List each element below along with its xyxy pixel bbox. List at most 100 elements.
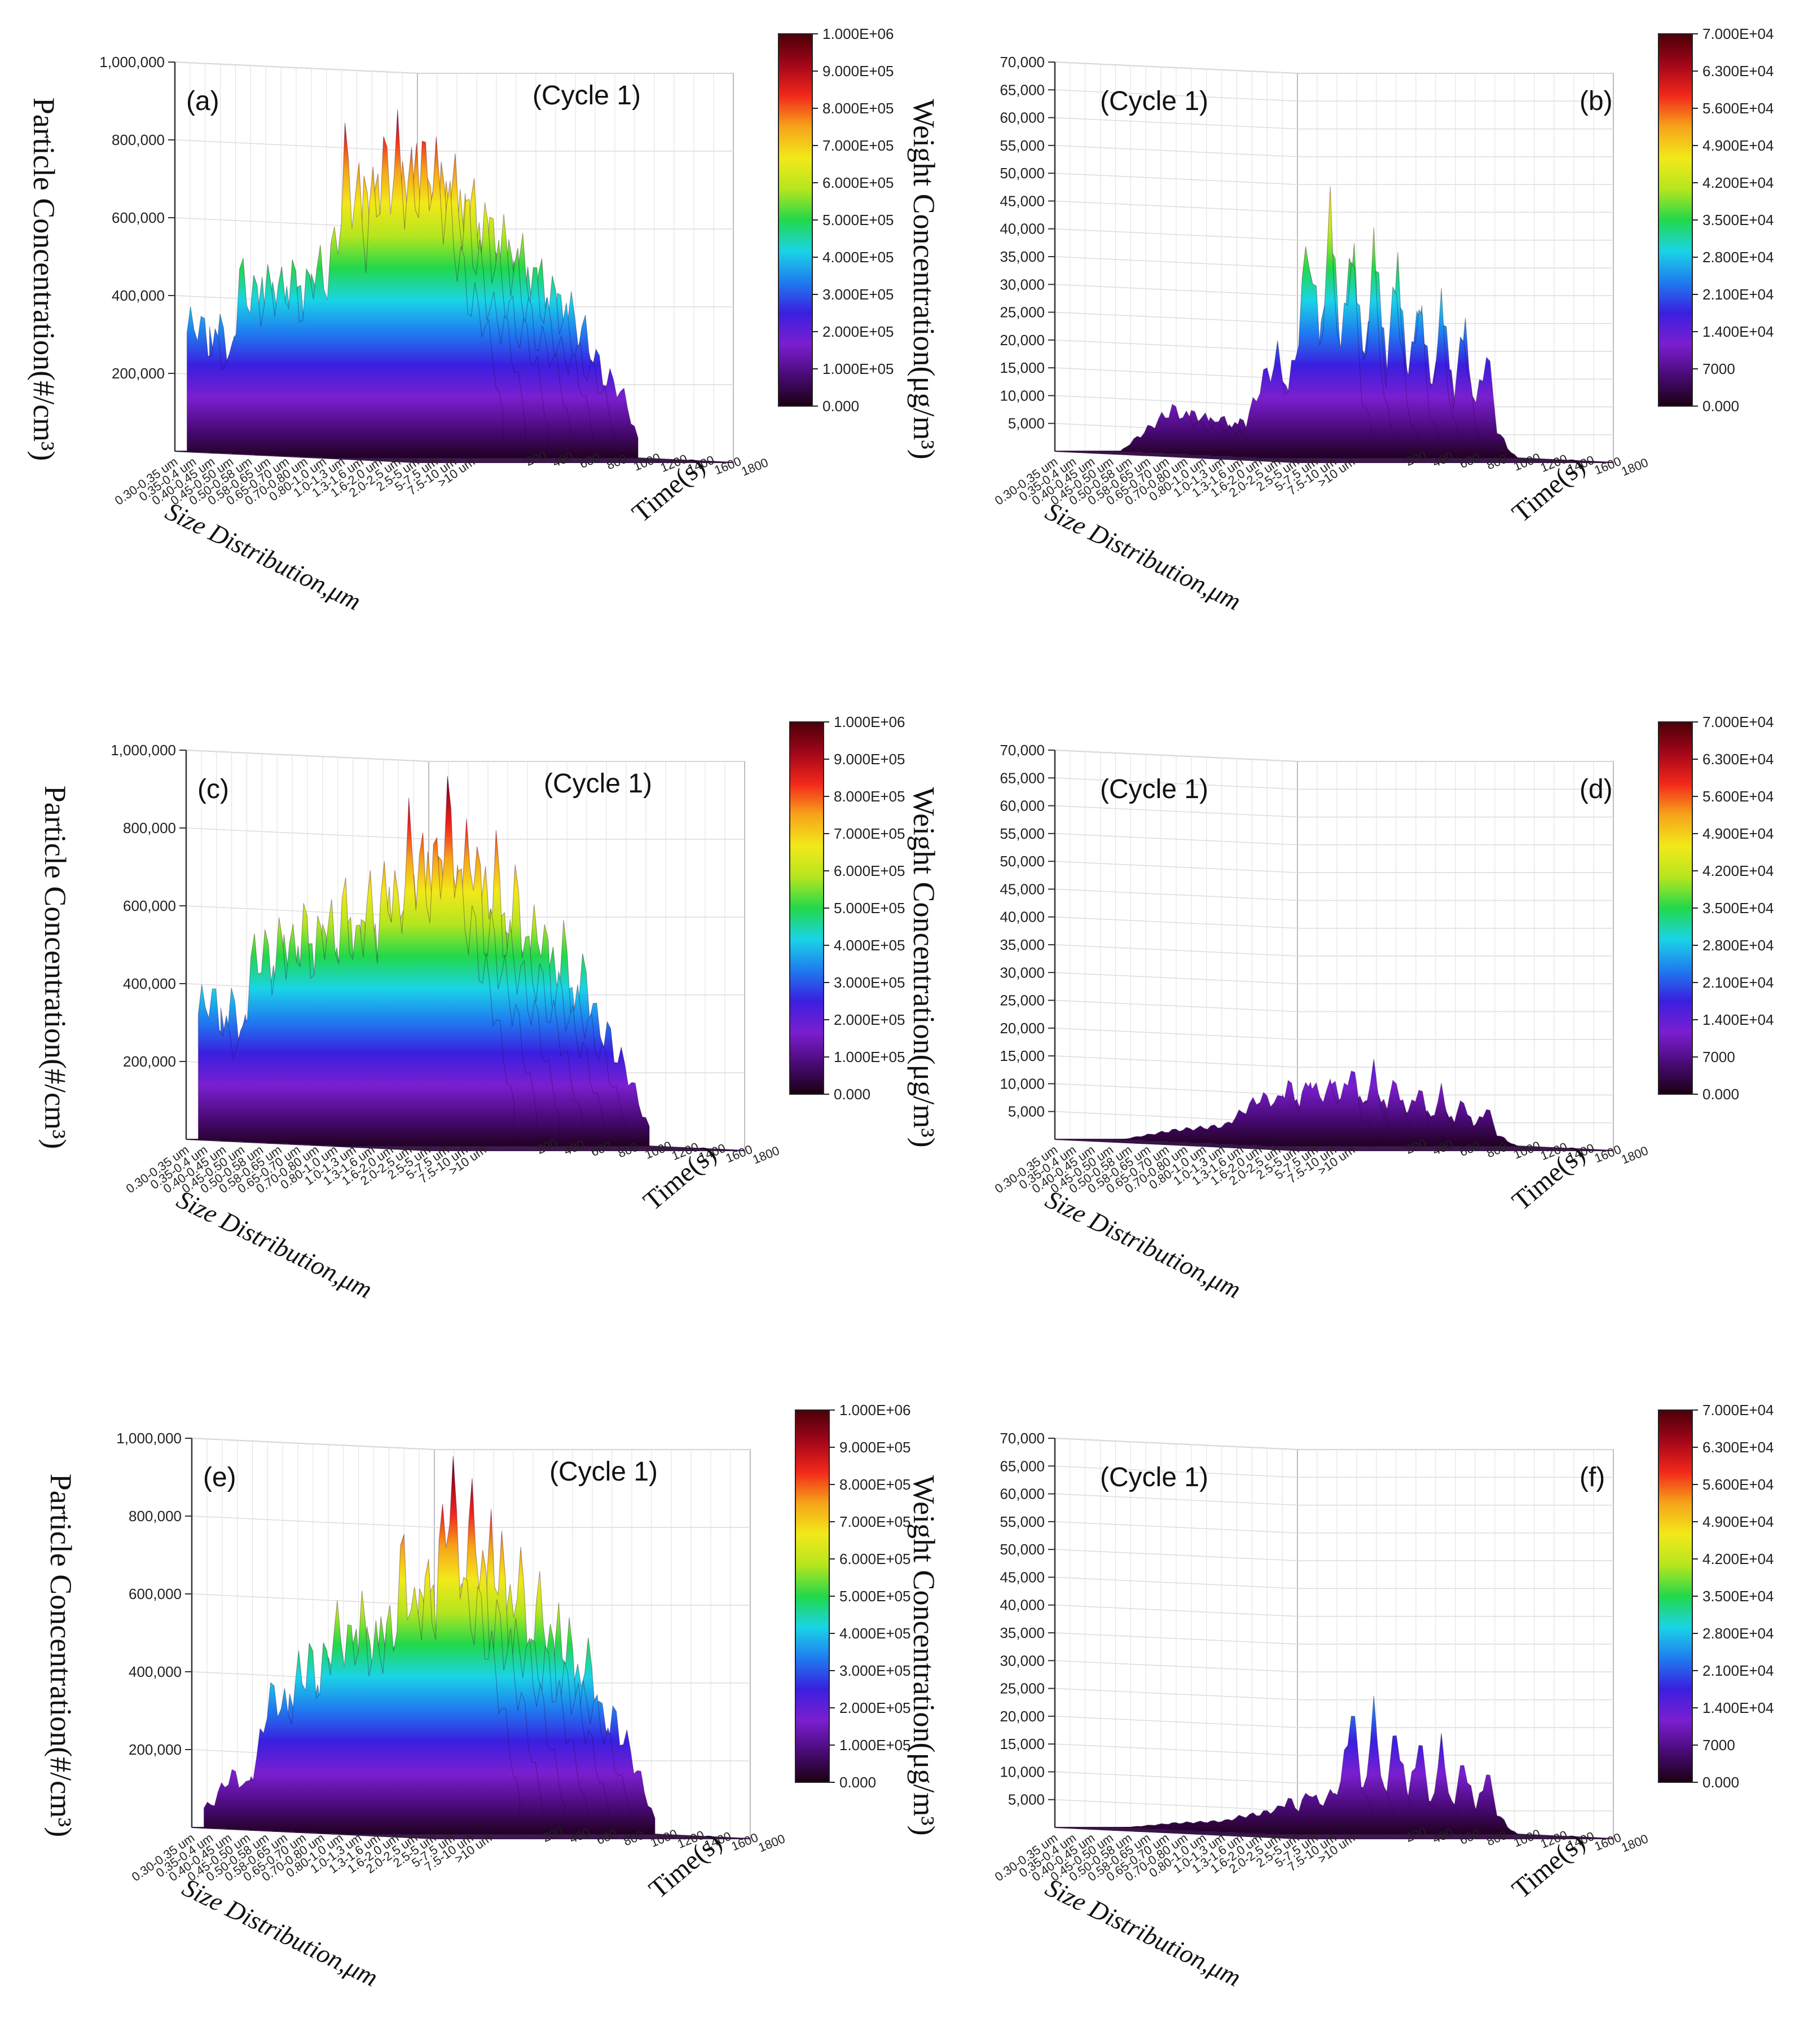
colorbar-label: 1.400E+04 — [1702, 1699, 1774, 1716]
colorbar-label: 0.000 — [834, 1086, 870, 1103]
colorbar-label: 6.000E+05 — [839, 1550, 911, 1567]
z-tick-label: 30,000 — [1000, 1652, 1045, 1669]
colorbar-label: 1.400E+04 — [1702, 1011, 1774, 1028]
z-tick-label: 40,000 — [1000, 1597, 1045, 1614]
size-axis-title: Size Distribution,μm — [1041, 1873, 1246, 1992]
z-tick-label: 60,000 — [1000, 798, 1045, 814]
colorbar-label: 1.400E+04 — [1702, 323, 1774, 340]
colorbar-label: 6.000E+05 — [822, 174, 894, 191]
z-tick-label: 20,000 — [1000, 1020, 1045, 1037]
z-tick-label: 65,000 — [1000, 1457, 1045, 1474]
panel-label: (f) — [1579, 1462, 1605, 1492]
z-tick-label: 800,000 — [123, 820, 176, 836]
colorbar-label: 5.000E+05 — [839, 1588, 911, 1605]
cycle-label: (Cycle 1) — [1100, 86, 1208, 116]
colorbar-label: 7000 — [1702, 1737, 1735, 1754]
colorbar-label: 3.000E+05 — [839, 1662, 911, 1679]
panel-label: (c) — [197, 774, 229, 804]
colorbar-label: 8.000E+05 — [834, 788, 905, 805]
colorbar-label: 4.900E+04 — [1702, 137, 1774, 154]
colorbar-label: 0.000 — [1702, 1774, 1739, 1791]
colorbar — [1658, 721, 1693, 1095]
colorbar-label: 6.300E+04 — [1702, 63, 1774, 80]
z-tick-label: 20,000 — [1000, 1708, 1045, 1725]
size-axis-title: Size Distribution,μm — [1041, 496, 1246, 616]
colorbar-label: 2.000E+05 — [834, 1011, 905, 1028]
colorbar-label: 4.000E+05 — [839, 1625, 911, 1642]
cycle-label: (Cycle 1) — [1100, 774, 1208, 804]
colorbar-label: 6.300E+04 — [1702, 1439, 1774, 1456]
chart-panel-e: 200,000 400,000 600,000 800,000 1,000,000 Par… — [44, 1402, 911, 1992]
z-tick-label: 70,000 — [1000, 54, 1045, 71]
z-tick-label: 40,000 — [1000, 221, 1045, 237]
z-axis-title: Particle Concentration(#/cm³) — [27, 98, 61, 461]
colorbar-label: 1.000E+06 — [834, 713, 905, 730]
z-axis-title: Weight Concentration(μg/m³) — [907, 787, 941, 1147]
z-tick-label: 400,000 — [129, 1663, 182, 1680]
floor-grid-line — [1090, 1139, 1333, 1151]
colorbar-label: 2.100E+04 — [1702, 1662, 1774, 1679]
colorbar-label: 2.100E+04 — [1702, 974, 1774, 991]
colorbar-label: 5.000E+05 — [822, 212, 894, 228]
panel-label: (a) — [186, 86, 219, 116]
colorbar — [778, 33, 813, 407]
colorbar-label: 7.000E+04 — [1702, 25, 1774, 42]
colorbar-label: 5.600E+04 — [1702, 100, 1774, 117]
z-tick-label: 65,000 — [1000, 81, 1045, 98]
panel-label: (e) — [203, 1462, 236, 1492]
colorbar-label: 7.000E+05 — [839, 1513, 911, 1530]
z-tick-label: 1,000,000 — [116, 1430, 182, 1447]
z-tick-label: 200,000 — [123, 1053, 176, 1070]
cycle-label: (Cycle 1) — [544, 769, 652, 799]
z-tick-label: 45,000 — [1000, 880, 1045, 897]
z-tick-label: 50,000 — [1000, 1541, 1045, 1558]
time-tick-label: 1800 — [1620, 455, 1651, 479]
z-tick-label: 55,000 — [1000, 1513, 1045, 1530]
colorbar-label: 0.000 — [1702, 1086, 1739, 1103]
size-axis-title: Size Distribution,μm — [161, 496, 366, 616]
panel-label: (b) — [1579, 86, 1613, 116]
colorbar-label: 2.100E+04 — [1702, 286, 1774, 303]
z-axis-title: Weight Concentration(μg/m³) — [907, 1475, 941, 1835]
z-axis-title: Particle Concentration(#/cm³) — [38, 786, 72, 1149]
z-tick-label: 35,000 — [1000, 1624, 1045, 1641]
colorbar-label: 4.900E+04 — [1702, 1513, 1774, 1530]
z-tick-label: 50,000 — [1000, 853, 1045, 870]
colorbar-label: 2.800E+04 — [1702, 937, 1774, 954]
z-tick-label: 30,000 — [1000, 276, 1045, 293]
colorbar-label: 1.000E+05 — [822, 360, 894, 377]
z-tick-label: 70,000 — [1000, 1430, 1045, 1447]
colorbar-label: 4.200E+04 — [1702, 1550, 1774, 1567]
colorbar-label: 4.900E+04 — [1702, 825, 1774, 842]
z-tick-label: 70,000 — [1000, 742, 1045, 759]
colorbar — [795, 1409, 830, 1783]
colorbar-label: 8.000E+05 — [839, 1476, 911, 1493]
colorbar-label: 9.000E+05 — [834, 751, 905, 768]
colorbar-label: 7.000E+05 — [834, 825, 905, 842]
z-tick-label: 1,000,000 — [111, 742, 176, 759]
colorbar-label: 4.000E+05 — [822, 249, 894, 266]
colorbar-label: 4.200E+04 — [1702, 862, 1774, 879]
z-tick-label: 55,000 — [1000, 825, 1045, 842]
floor-grid-line — [1090, 1827, 1333, 1839]
z-tick-label: 40,000 — [1000, 909, 1045, 926]
z-tick-label: 5,000 — [1008, 1103, 1045, 1120]
floor-grid-line — [1090, 451, 1333, 463]
z-tick-label: 60,000 — [1000, 109, 1045, 126]
z-tick-label: 400,000 — [123, 975, 176, 992]
colorbar-label: 1.000E+05 — [834, 1049, 905, 1065]
colorbar-label: 2.000E+05 — [839, 1699, 911, 1716]
colorbar — [789, 721, 824, 1095]
z-tick-label: 5,000 — [1008, 1791, 1045, 1808]
z-tick-label: 65,000 — [1000, 769, 1045, 786]
cycle-label: (Cycle 1) — [1100, 1462, 1208, 1492]
colorbar-label: 9.000E+05 — [839, 1439, 911, 1456]
colorbar-label: 2.800E+04 — [1702, 1625, 1774, 1642]
colorbar-label: 7.000E+04 — [1702, 1402, 1774, 1419]
colorbar — [1658, 33, 1693, 407]
colorbar-label: 5.000E+05 — [834, 900, 905, 917]
colorbar-label: 3.500E+04 — [1702, 212, 1774, 228]
z-tick-label: 200,000 — [112, 365, 165, 382]
z-tick-label: 50,000 — [1000, 165, 1045, 182]
